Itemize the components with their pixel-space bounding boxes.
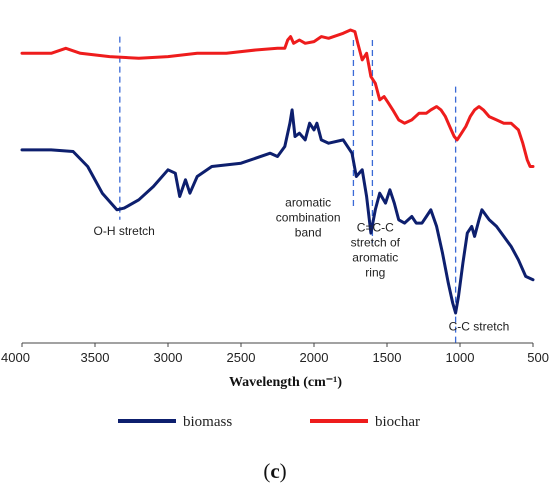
annotation-line: combination <box>276 210 341 224</box>
series-line-biomass <box>20 108 535 315</box>
legend-label-biochar: biochar <box>375 414 420 430</box>
peak-annotation: C-C stretch <box>449 319 510 333</box>
x-tick-label: 1000 <box>446 350 475 365</box>
annotation-line: band <box>295 225 322 239</box>
x-tick-label: 3500 <box>81 350 110 365</box>
annotation-line: aromatic <box>352 250 398 264</box>
x-tick-label: 4000 <box>1 350 30 365</box>
peak-annotation: C=C-C stretch of aromatic ring <box>351 220 401 279</box>
annotation-line: C=C-C <box>357 220 394 234</box>
plot-area: 4000 3500 3000 2500 2000 1500 1000 500 Wavelengt… <box>1 28 549 390</box>
annotation-line: stretch of <box>351 235 401 249</box>
annotation-line: ring <box>365 265 385 279</box>
annotation-line: aromatic <box>285 195 331 209</box>
x-tick-label: 2000 <box>300 350 329 365</box>
legend: biomass biochar <box>118 414 420 430</box>
peak-annotation: O-H stretch <box>94 224 155 238</box>
x-tick-label: 500 <box>527 350 549 365</box>
x-tick-label: 2500 <box>227 350 256 365</box>
legend-label-biomass: biomass <box>183 414 232 430</box>
panel-label: (c) <box>263 459 286 483</box>
peak-annotation: aromatic combination band <box>276 195 341 239</box>
annotation-line: C-C stretch <box>449 319 510 333</box>
annotation-line: O-H stretch <box>94 224 155 238</box>
series-line-biochar <box>20 28 535 168</box>
x-tick-label: 1500 <box>373 350 402 365</box>
x-axis-label: Wavelength (cm⁻¹) <box>229 375 342 390</box>
x-tick-label: 3000 <box>154 350 183 365</box>
